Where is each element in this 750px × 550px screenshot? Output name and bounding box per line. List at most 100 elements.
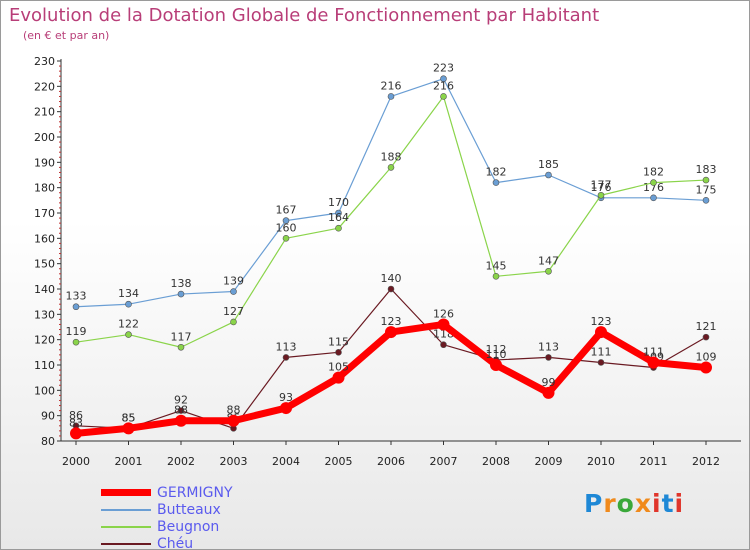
- data-label: 88: [174, 404, 188, 417]
- logo-letter: x: [634, 489, 652, 518]
- data-point: [650, 179, 657, 186]
- data-label: 111: [591, 345, 612, 358]
- logo-letter: t: [661, 489, 675, 518]
- x-tick-label: 2011: [640, 455, 668, 468]
- x-tick-label: 2001: [115, 455, 143, 468]
- data-point: [387, 164, 395, 171]
- data-point: [72, 303, 80, 311]
- data-point: [227, 414, 240, 427]
- data-label: 185: [538, 158, 559, 171]
- data-point: [280, 402, 292, 415]
- y-tick-label: 220: [34, 80, 55, 93]
- y-tick-label: 120: [34, 334, 55, 347]
- data-point: [335, 224, 342, 232]
- data-point: [492, 273, 500, 280]
- data-point: [545, 354, 552, 361]
- x-tick-label: 2010: [587, 455, 615, 468]
- x-tick-label: 2009: [535, 455, 563, 468]
- data-label: 147: [538, 254, 559, 267]
- legend-label: Butteaux: [157, 502, 221, 518]
- legend-swatch: [101, 509, 151, 511]
- data-point: [335, 349, 342, 356]
- data-point: [125, 331, 132, 338]
- data-label: 126: [433, 307, 454, 320]
- data-point: [70, 427, 82, 440]
- data-point: [282, 217, 290, 224]
- data-label: 122: [118, 318, 139, 331]
- data-label: 112: [486, 343, 507, 356]
- data-label: 88: [227, 404, 241, 417]
- data-point: [175, 414, 187, 427]
- data-point: [72, 338, 80, 346]
- logo-letter: P: [584, 489, 604, 518]
- data-label: 85: [122, 411, 136, 424]
- data-label: 170: [328, 196, 349, 209]
- data-point: [177, 343, 185, 351]
- data-label: 140: [381, 272, 402, 285]
- chart-title: Evolution de la Dotation Globale de Fonc…: [9, 5, 600, 26]
- x-tick-label: 2006: [377, 455, 405, 468]
- data-label: 86: [69, 409, 83, 422]
- data-point: [490, 359, 502, 371]
- y-tick-label: 170: [34, 207, 55, 220]
- y-tick-label: 190: [34, 156, 55, 169]
- data-label: 127: [223, 305, 244, 318]
- data-point: [647, 356, 660, 369]
- legend-item: Butteaux: [101, 502, 301, 519]
- y-tick-label: 180: [34, 182, 55, 195]
- data-label: 164: [328, 211, 349, 224]
- data-label: 216: [381, 79, 402, 92]
- legend-item: Beugnon: [101, 519, 301, 536]
- x-tick-label: 2002: [167, 455, 195, 468]
- data-point: [702, 176, 710, 184]
- data-label: 92: [174, 394, 188, 407]
- data-label: 93: [279, 391, 293, 404]
- data-label: 113: [538, 340, 559, 353]
- y-tick-label: 160: [34, 232, 55, 245]
- data-point: [177, 407, 185, 414]
- data-point: [440, 93, 447, 100]
- data-label: 109: [696, 351, 717, 364]
- series-line-beugnon: [75, 95, 707, 348]
- data-label: 110: [486, 348, 507, 361]
- chart-subtitle: (en € et par an): [23, 29, 110, 42]
- data-label: 83: [69, 416, 83, 429]
- legend: GERMIGNY Butteaux Beugnon Chéu: [101, 485, 301, 550]
- data-point: [492, 179, 500, 186]
- data-point: [385, 326, 397, 339]
- x-tick-label: 2007: [430, 455, 458, 468]
- logo-letter: r: [603, 489, 617, 518]
- y-tick-label: 110: [34, 359, 55, 372]
- data-label: 176: [591, 181, 612, 194]
- data-point: [282, 354, 290, 361]
- data-point: [122, 422, 135, 435]
- data-label: 167: [276, 204, 297, 217]
- data-label: 113: [276, 340, 297, 353]
- data-point: [700, 361, 712, 374]
- data-point: [125, 300, 132, 308]
- x-tick-label: 2003: [220, 455, 248, 468]
- y-tick-label: 230: [34, 55, 55, 68]
- legend-item: GERMIGNY: [101, 485, 301, 502]
- data-label: 216: [433, 79, 454, 92]
- data-label: 160: [276, 221, 297, 234]
- data-point: [387, 285, 395, 293]
- data-label: 121: [696, 320, 717, 333]
- data-label: 182: [643, 166, 664, 179]
- legend-label: Chéu: [157, 536, 194, 550]
- data-point: [230, 288, 237, 295]
- data-label: 105: [328, 361, 349, 374]
- data-label: 177: [591, 178, 612, 191]
- data-point: [595, 326, 607, 339]
- data-point: [542, 386, 555, 399]
- data-label: 123: [591, 315, 612, 328]
- data-label: 134: [118, 287, 139, 300]
- data-label: 85: [122, 411, 136, 424]
- x-tick-label: 2000: [62, 455, 90, 468]
- data-point: [282, 235, 290, 242]
- data-point: [332, 371, 345, 384]
- logo-letter: o: [616, 489, 635, 518]
- y-tick-label: 130: [34, 308, 55, 321]
